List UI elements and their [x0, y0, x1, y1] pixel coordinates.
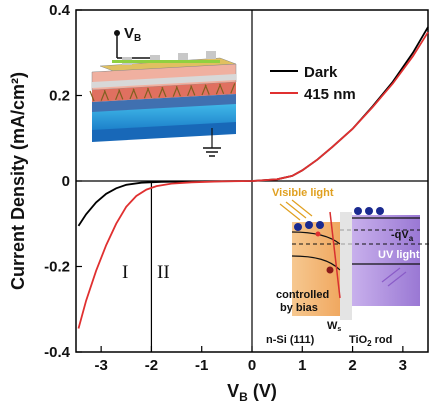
band-diagram-inset: Visible light -qVa UV light controlled b… [266, 187, 430, 348]
n-si-label: n-Si (111) [266, 334, 315, 346]
visible-light-rays [279, 199, 313, 221]
y-tick-label: 0.4 [49, 2, 71, 19]
x-tick-label: -1 [195, 357, 208, 374]
x-tick-label: 0 [248, 357, 256, 374]
controlled-label-line2: by bias [280, 302, 318, 314]
y-tick-label: -0.2 [44, 259, 70, 276]
x-ticks: -3 -2 -1 0 1 2 3 [94, 346, 407, 374]
legend-label-415nm: 415 nm [304, 86, 356, 103]
x-tick-label: 2 [348, 357, 356, 374]
x-tick-label: 1 [298, 357, 306, 374]
device-schematic-inset: VB [89, 25, 237, 157]
depletion-width-label: Ws [327, 320, 341, 333]
y-tick-label: 0.2 [49, 88, 70, 105]
schematic-bias-label: VB [124, 25, 141, 44]
series-line-415nm [77, 31, 429, 329]
bias-terminal-icon [114, 30, 120, 36]
uv-light-rays [381, 267, 407, 287]
x-tick-label: -2 [145, 357, 158, 374]
region-label-i: I [122, 262, 128, 283]
uv-light-label: UV light [378, 249, 420, 261]
region-label-ii: II [157, 262, 170, 283]
legend: Dark 415 nm [270, 64, 356, 103]
y-tick-label: -0.4 [44, 344, 71, 361]
tio2-rod-label: TiO2 rod [349, 334, 392, 348]
y-axis-title: Current Density (mA/cm²) [8, 72, 28, 290]
y-tick-label: 0 [62, 173, 70, 190]
x-tick-label: 3 [399, 357, 407, 374]
legend-label-dark: Dark [304, 64, 338, 81]
qva-label: -qVa [391, 229, 414, 243]
x-axis-title: VB (V) [227, 381, 277, 404]
visible-light-label: Visible light [272, 187, 334, 199]
y-ticks: -0.4 -0.2 0 0.2 0.4 [44, 2, 82, 361]
x-tick-label: -3 [94, 357, 107, 374]
controlled-label-line1: controlled [276, 289, 329, 301]
